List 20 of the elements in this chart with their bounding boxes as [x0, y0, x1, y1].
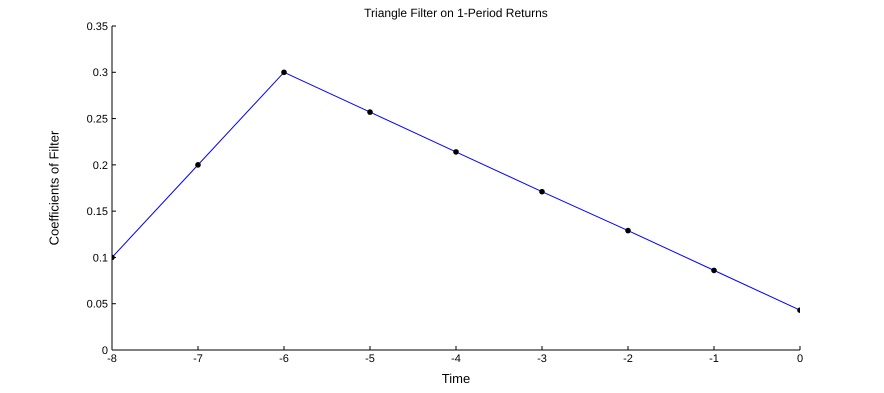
x-tick-label: -3	[537, 352, 547, 365]
x-tick-label: -6	[279, 352, 289, 365]
x-tick-label: 0	[796, 352, 804, 365]
x-tick-label: -4	[451, 352, 461, 365]
y-tick-label: 0.15	[86, 206, 108, 218]
x-tick-label: -1	[709, 352, 719, 365]
x-axis-title: Time	[442, 371, 470, 386]
x-tick-label: -5	[365, 352, 375, 365]
x-tick-label: -8	[107, 352, 117, 365]
chart-title: Triangle Filter on 1-Period Returns	[363, 6, 549, 20]
y-tick-label: 0.3	[92, 67, 108, 80]
y-tick-label: 0.25	[86, 113, 108, 126]
y-tick-label: 0.05	[86, 298, 108, 311]
y-tick-label: 0	[102, 344, 108, 357]
x-tick-label: -7	[193, 352, 203, 365]
x-tick-label: -2	[623, 352, 633, 365]
y-tick-label: 0.1	[92, 252, 108, 264]
y-axis-title: Coefficients of Filter	[46, 130, 62, 246]
y-tick-label: 0.35	[86, 20, 108, 33]
y-tick-label: 0.2	[92, 160, 108, 172]
